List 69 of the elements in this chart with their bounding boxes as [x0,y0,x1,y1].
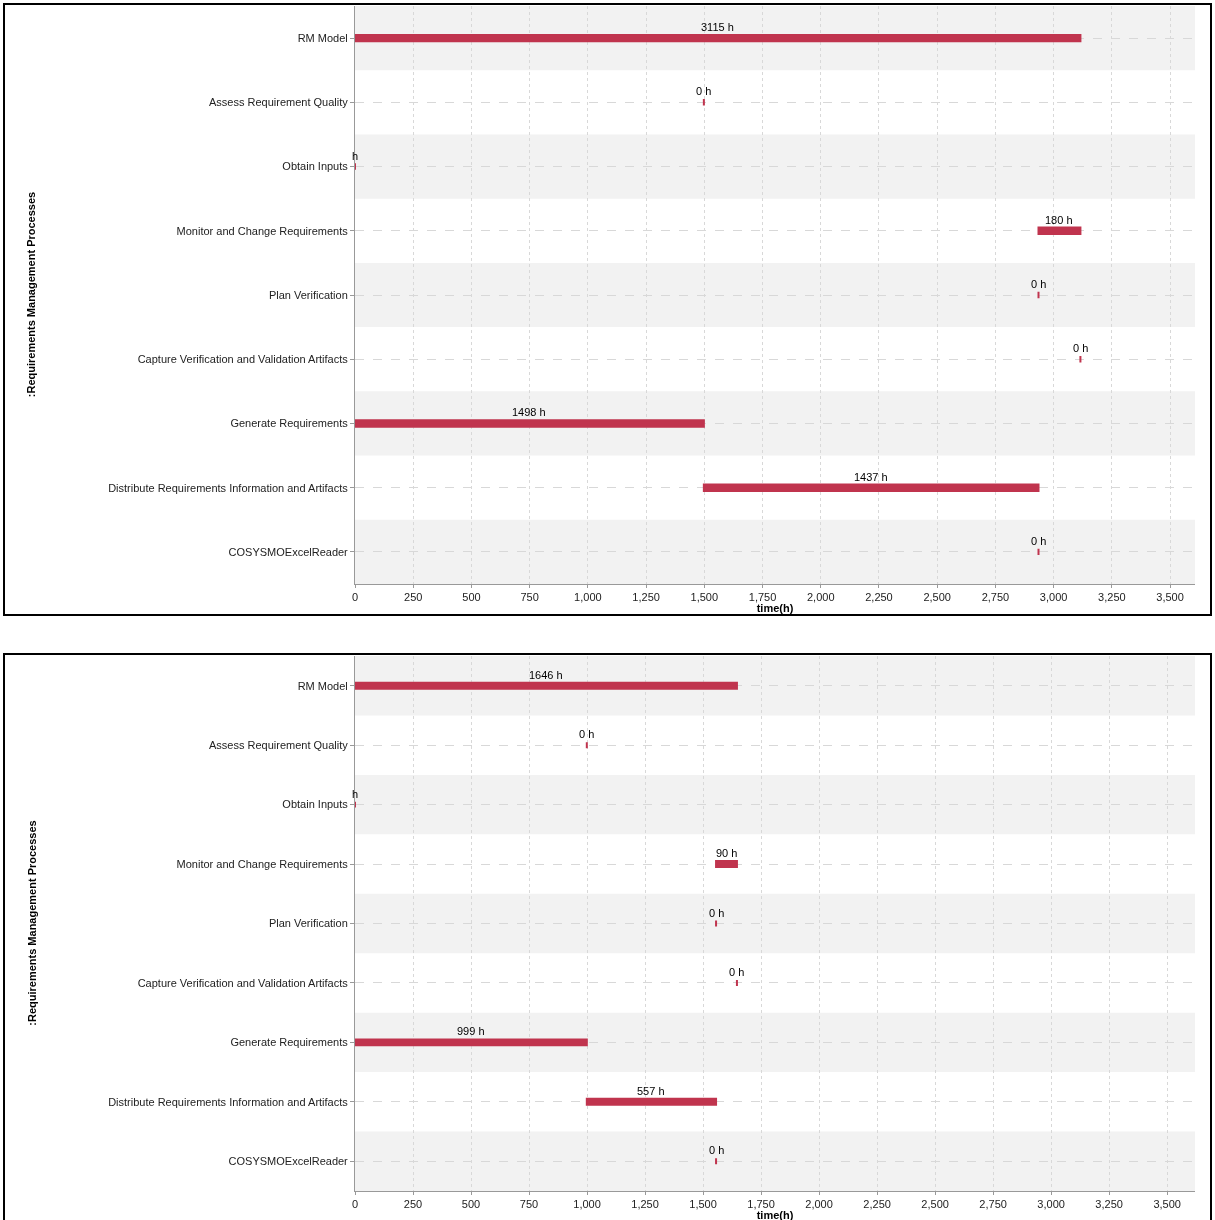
data-label: 180 h [1045,214,1073,226]
x-tick-label: 750 [519,1198,539,1211]
x-tick-label: 3,500 [1153,1198,1181,1211]
y-axis-title: :Requirements Management Processes [25,191,38,398]
x-tick-label: 3,500 [1156,591,1184,604]
y-tick-label: Assess Requirement Quality [209,96,349,109]
y-tick-label: Monitor and Change Requirements [176,857,349,870]
x-tick-label: 1,000 [574,591,602,604]
y-tick-label: Plan Verification [268,288,348,301]
data-label: 0 h [579,728,595,740]
x-tick-label: 1,250 [632,591,660,604]
data-label: 1646 h [529,669,563,681]
y-tick-label: COSYSMOExcelReader [228,1155,349,1168]
data-label: h [352,150,359,162]
data-label: 0 h [709,1144,725,1156]
y-tick-label: Plan Verification [268,917,348,930]
x-tick-label: 2,250 [863,1198,891,1211]
data-label: 90 h [716,847,738,859]
data-label: 999 h [457,1025,485,1037]
x-tick-label: 2,500 [921,1198,949,1211]
x-tick-label: 2,750 [981,591,1010,604]
x-tick-label: 2,500 [923,591,951,604]
y-tick-label: Capture Verification and Validation Artifacts [137,976,349,989]
x-tick-label: 500 [461,1198,481,1211]
x-tick-label: 750 [520,591,539,604]
y-tick-label: Monitor and Change Requirements [176,224,349,237]
x-tick-label: 0 [351,1198,359,1211]
x-axis-title: time(h) [756,602,794,614]
y-tick-label: Assess Requirement Quality [209,739,349,752]
x-tick-label: 3,250 [1098,591,1126,604]
y-axis-title: :Requirements Management Processes [25,820,38,1026]
data-label: 1498 h [512,406,546,418]
y-tick-label: Obtain Inputs [282,160,349,173]
data-label: 0 h [1031,535,1047,547]
x-tick-label: 1,750 [747,1198,775,1211]
x-tick-label: 1,750 [748,591,777,604]
y-tick-label: Capture Verification and Validation Artifacts [137,353,349,366]
y-tick-label: RM Model [297,31,348,44]
data-label: 0 h [1073,342,1089,354]
x-tick-label: 2,000 [806,591,835,604]
data-label: 1437 h [854,471,888,483]
y-tick-label: RM Model [297,679,348,692]
y-tick-label: COSYSMOExcelReader [228,545,349,558]
y-tick-label: Generate Requirements [230,417,349,430]
x-tick-label: 1,500 [690,591,719,604]
data-label: 0 h [696,85,712,97]
x-tick-label: 2,750 [979,1198,1007,1211]
x-tick-label: 250 [403,1198,423,1211]
x-tick-label: 2,000 [805,1198,833,1211]
data-label: 0 h [729,966,745,978]
data-label: 3115 h [701,21,734,33]
x-tick-label: 0 [351,591,359,604]
x-tick-label: 250 [404,591,423,604]
y-tick-label: Distribute Requirements Information and Artifacts [108,1095,349,1108]
data-label: 0 h [1031,278,1047,290]
x-tick-label: 1,500 [689,1198,717,1211]
x-tick-label: 2,250 [865,591,893,604]
x-tick-label: 500 [462,591,481,604]
data-label: h [352,788,359,800]
x-tick-label: 3,000 [1037,1198,1065,1211]
x-tick-label: 1,250 [631,1198,659,1211]
y-tick-label: Obtain Inputs [282,798,349,811]
y-tick-label: Distribute Requirements Information and Artifacts [108,481,349,494]
data-label: 0 h [709,907,725,919]
x-tick-label: 1,000 [573,1198,601,1211]
y-tick-label: Generate Requirements [230,1036,349,1049]
x-tick-label: 3,000 [1039,591,1068,604]
data-label: 557 h [637,1085,665,1097]
x-tick-label: 3,250 [1095,1198,1123,1211]
